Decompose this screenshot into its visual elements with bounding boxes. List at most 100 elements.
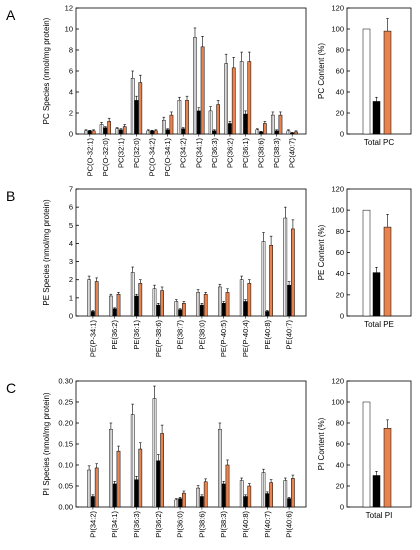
y-tick-label: 0.25 [58,398,73,407]
bar-rect [263,123,267,135]
bar-rect [216,104,221,135]
bar-rect [372,101,381,135]
species-chart: 0.00 0.05 0.10 0.15 0.20 0.25 0.30 PI Species (… [42,377,307,538]
species-bar-s3 [200,36,205,135]
bar-rect [203,293,208,317]
x-category-label: PC(32:1) [116,138,125,169]
bar-rect [122,126,127,135]
species-bar-s2 [87,130,92,135]
species-bar-s3 [169,111,174,135]
bar-rect [154,130,158,135]
y-tick-label: 40 [336,269,344,278]
y-tick-label: 120 [331,4,344,13]
bar-rect [287,284,291,317]
species-bar-s2 [259,131,263,135]
total-bar-s2 [372,267,381,317]
bar-rect [243,301,248,317]
bar-rect [265,493,270,508]
y-axis-label: PE Species (nmol/mg protein) [42,199,51,306]
y-tick-label: 120 [331,377,344,386]
bar-rect [259,131,263,135]
species-bar-s3 [107,117,112,135]
bar-rect [291,228,295,317]
y-tick-label: 2 [69,275,73,284]
panel-b: B 0 1 2 3 4 5 6 7 PE Species (nmol/mg protein) PE(… [6,185,412,358]
bar-rect [94,467,99,508]
bar-rect [182,492,186,508]
species-bar-s2 [156,454,161,508]
y-tick-label: 100 [331,398,344,407]
x-category-label: PE(P-40:5) [219,320,228,358]
bar-rect [287,498,291,508]
bar-rect [212,130,217,135]
x-category-label: PC(34:2) [179,138,188,169]
species-bar-s3 [291,219,295,317]
bar-rect [112,308,117,317]
total-bar-s3 [383,214,392,317]
species-bar-s1 [109,422,113,508]
bar-rect [383,428,392,508]
y-tick-label: 0.20 [58,419,73,428]
bar-rect [291,478,295,508]
bar-rect [185,100,189,135]
bar-rect [138,283,143,317]
species-bar-s2 [196,107,201,135]
species-chart: 0 2 4 6 8 10 12 PC Species (nmol/mg protein) PC(… [42,4,307,176]
y-tick-label: 40 [336,88,344,97]
species-bar-s1 [239,477,244,508]
x-category-label: PC(38:3) [272,138,281,169]
y-tick-label: 12 [65,4,73,13]
x-category-label: PI(34:1) [110,511,119,538]
species-bar-s1 [174,299,179,317]
bar-rect [243,113,248,135]
species-bar-s1 [174,498,179,508]
bar-rect [221,303,226,317]
bar-rect [134,479,139,508]
bar-rect [372,475,381,508]
species-bar-s1 [115,127,119,135]
species-bar-s3 [182,490,186,508]
species-bar-s3 [116,445,121,508]
species-bar-s3 [269,479,273,508]
bar-rect [225,464,230,508]
species-bar-s1 [177,96,182,135]
bar-rect [182,303,186,317]
species-bar-s1 [84,129,88,135]
x-category-label: PC(36:2) [225,138,234,169]
total-chart: 0 20 40 60 80 100 120 PE Content (%) Total PE [317,185,412,329]
species-bar-s1 [224,53,228,135]
species-bar-s2 [156,302,161,317]
x-category-label: PC(34:1) [194,138,203,169]
bar-rect [200,46,205,135]
bar-rect [87,130,92,135]
x-category-label: PE(36:2) [110,320,119,350]
y-tick-label: 100 [331,206,344,215]
y-tick-label: 6 [69,67,73,76]
panel-letter: C [6,380,16,396]
species-bar-s3 [225,459,230,508]
species-bar-s1 [130,403,135,508]
total-bar-s1 [362,401,371,508]
bar-rect [165,129,170,135]
species-bar-s3 [263,121,267,135]
x-category-label: PE(P-38:6) [154,320,163,358]
y-tick-label: 3 [69,257,73,266]
species-bar-s3 [138,442,143,508]
x-category-label: PI(40:6) [285,511,294,538]
x-category-label: PE(40:7) [285,320,294,350]
species-bar-s1 [152,385,157,508]
species-bar-s1 [130,266,135,317]
species-bar-s2 [212,129,217,135]
species-bar-s2 [274,129,279,135]
species-bar-s3 [216,100,221,135]
x-category-label: PI(36:3) [132,511,141,538]
x-category-label: PE(38:0) [197,320,206,350]
species-bar-s2 [134,476,139,508]
species-bar-s2 [112,307,117,317]
x-category-label: PI(40:7) [263,511,272,538]
y-tick-label: 80 [336,227,344,236]
bar-rect [362,209,371,317]
species-bar-s1 [146,129,151,135]
x-category-label: PE(36:1) [132,320,141,350]
species-bar-s3 [182,301,186,317]
